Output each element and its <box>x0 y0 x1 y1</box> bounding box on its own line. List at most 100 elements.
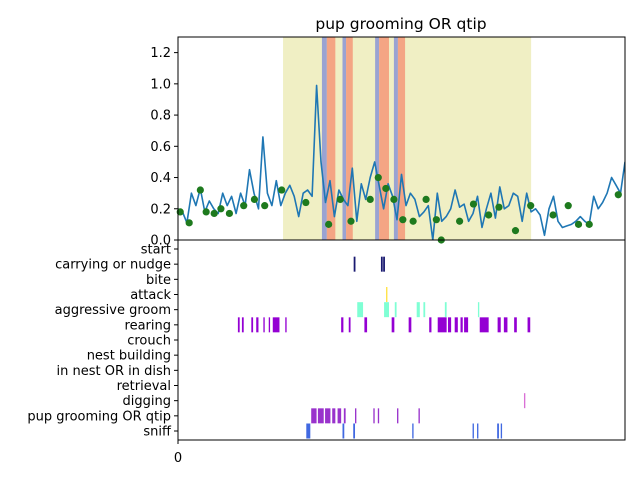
event-bar <box>460 317 463 333</box>
behavior-label: aggressive groom <box>55 303 171 318</box>
event-bar <box>503 317 508 333</box>
data-point <box>409 217 417 225</box>
event-bar <box>241 317 244 333</box>
raster-plot-frame <box>177 239 626 441</box>
event-bar <box>514 317 517 333</box>
data-point <box>261 202 269 210</box>
event-bar <box>325 408 331 424</box>
data-point <box>469 200 478 208</box>
event-bar <box>355 408 357 424</box>
event-bar <box>263 317 265 333</box>
data-point <box>185 219 193 227</box>
data-point <box>374 173 382 182</box>
behavior-label: nest building <box>87 349 171 364</box>
event-bar <box>477 302 480 318</box>
behavior-label: carrying or nudge <box>55 258 171 273</box>
event-bar <box>527 317 531 333</box>
behavior-label: attack <box>130 288 171 303</box>
y-tick-label: 0.0 <box>150 234 171 249</box>
line-plot: 0.0 0.2 0.4 0.6 0.8 1.0 1.2 <box>150 36 626 249</box>
event-bar <box>423 302 426 318</box>
event-bar <box>364 317 368 333</box>
data-point <box>614 191 622 199</box>
series-line <box>178 84 625 240</box>
data-point <box>549 211 557 219</box>
event-bar <box>251 317 254 333</box>
behavior-label: in nest OR in dish <box>57 364 171 379</box>
event-bar <box>285 317 287 333</box>
series-layer <box>178 84 625 240</box>
x-tick-label: 0 <box>174 451 182 466</box>
behavior-label: retrieval <box>117 379 171 394</box>
y-tick-label: 0.8 <box>150 109 171 124</box>
data-point <box>250 195 259 203</box>
data-point <box>485 211 493 219</box>
event-bar <box>408 317 412 333</box>
event-bar <box>384 302 389 318</box>
event-bar <box>353 423 356 439</box>
behavior-label: pup grooming OR qtip <box>27 409 171 424</box>
event-bar <box>317 408 324 424</box>
data-point <box>336 195 344 203</box>
data-point <box>202 208 210 216</box>
event-bar <box>497 423 499 439</box>
highlight-band <box>375 37 380 240</box>
event-bar <box>523 393 526 409</box>
data-point <box>302 198 310 207</box>
x-axis: 0 <box>174 440 182 466</box>
event-bar <box>454 317 458 333</box>
y-axis: 0.0 0.2 0.4 0.6 0.8 1.0 1.2 <box>150 46 178 249</box>
event-bar <box>373 408 375 424</box>
event-bar <box>437 317 447 333</box>
event-bar <box>444 302 447 318</box>
event-bar <box>418 408 420 424</box>
data-point <box>225 209 234 218</box>
event-bar <box>332 408 336 424</box>
y-tick-label: 1.2 <box>150 46 171 61</box>
event-bar <box>497 317 501 333</box>
data-point <box>217 205 225 213</box>
data-point <box>495 203 503 211</box>
behavior-label: bite <box>146 273 171 288</box>
data-point <box>456 217 464 225</box>
event-bar <box>272 317 280 333</box>
event-bar <box>429 317 432 333</box>
event-bar <box>342 423 345 439</box>
event-bar <box>412 423 414 439</box>
highlight-band <box>397 37 406 240</box>
event-bar <box>337 408 342 424</box>
event-bar <box>464 317 469 333</box>
event-bar <box>311 408 317 424</box>
event-bar <box>416 302 420 318</box>
event-bar <box>383 256 385 272</box>
y-tick-label: 0.2 <box>150 202 171 217</box>
highlight-band <box>321 37 327 240</box>
y-tick-label: 1.0 <box>150 77 171 92</box>
plot-background-regions <box>283 37 532 240</box>
data-point <box>390 195 398 203</box>
data-point <box>240 202 248 210</box>
event-bar <box>477 423 479 439</box>
data-point <box>210 209 218 218</box>
data-point <box>382 184 390 193</box>
behavior-label: sniff <box>143 425 172 440</box>
highlight-band <box>326 37 336 240</box>
event-bar <box>341 317 344 333</box>
data-point <box>196 186 204 194</box>
event-bar <box>343 408 346 424</box>
behavior-label: rearing <box>125 318 171 333</box>
marker-layer <box>176 173 622 244</box>
data-point <box>325 220 333 228</box>
event-bar <box>500 423 503 439</box>
event-bar <box>237 317 240 333</box>
event-bar <box>357 302 364 318</box>
event-bar <box>394 302 397 318</box>
data-point <box>585 220 593 228</box>
highlight-band <box>342 37 347 240</box>
behavior-label: digging <box>123 394 171 409</box>
chart-title: pup grooming OR qtip <box>315 15 486 33</box>
data-point <box>366 195 374 203</box>
event-layer <box>237 256 531 439</box>
